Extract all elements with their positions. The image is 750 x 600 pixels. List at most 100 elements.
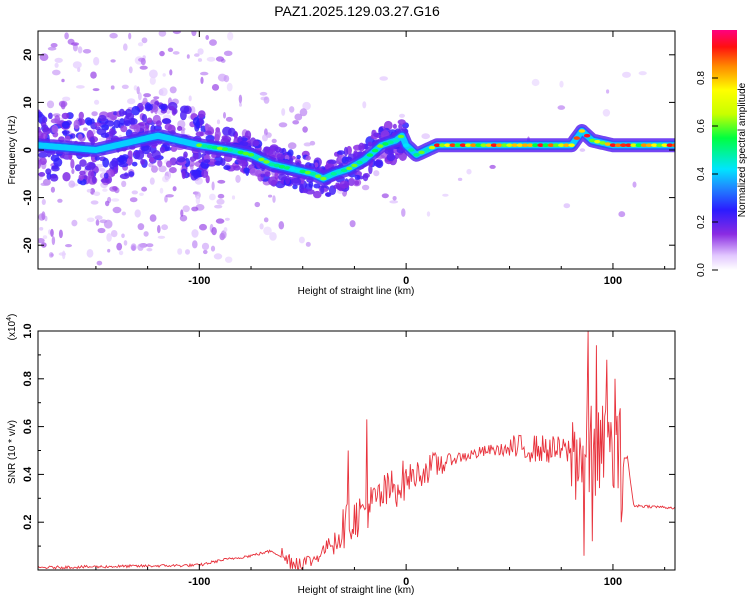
spectrogram-noise-blob	[112, 206, 122, 214]
spectrogram-noise-blob	[223, 112, 226, 119]
spectrogram-band-blob	[223, 165, 231, 171]
spectrogram-noise-blob	[161, 224, 169, 231]
spectrogram-noise-blob	[129, 197, 138, 203]
spectrogram-band-blob	[74, 164, 82, 172]
spectrogram-ridge-peak	[206, 145, 213, 149]
spectrogram-band-blob	[193, 170, 200, 179]
spectrogram-noise-blob	[90, 71, 97, 79]
spectrogram-band-blob	[96, 128, 107, 135]
spectrogram-ridge-peak	[604, 142, 611, 146]
spectrogram-ridge-peak	[356, 160, 363, 165]
spectrogram-noise-blob	[220, 230, 227, 239]
colorbar-gradient	[712, 30, 737, 270]
spectrogram-noise-blob	[263, 217, 269, 223]
spectrogram-band-blob	[264, 171, 271, 177]
spectrogram-noise-blob	[278, 221, 285, 230]
spectrogram-noise-blob	[146, 248, 153, 252]
spectrogram-ridge-peak	[211, 145, 218, 150]
spectrogram-ridge-peak	[558, 143, 565, 147]
spectrogram-noise-blob	[71, 168, 75, 174]
spectrogram-ridge-peak	[449, 143, 456, 147]
spectrogram-noise-blob	[99, 219, 108, 224]
spectrogram-band-blob	[362, 174, 369, 182]
spectrogram-noise-blob	[211, 181, 215, 191]
snr-xlabel: Height of straight line (km)	[298, 585, 415, 596]
spectrogram-band-blob	[38, 111, 43, 118]
spectrogram-ridge-peak	[434, 143, 441, 147]
spectrogram-band-blob	[336, 150, 345, 155]
colorbar-tick-label: 0.6	[696, 119, 707, 133]
snr-multiplier-base: (x10	[7, 320, 18, 340]
spectrogram-noise-blob	[92, 88, 100, 92]
spectrogram-ridge-peak	[273, 163, 281, 168]
spectrogram-band-blob	[45, 168, 52, 175]
spectrogram-band-blob	[127, 150, 133, 160]
spectrogram-noise-blob	[182, 205, 190, 213]
snr-multiplier: (x104)	[6, 314, 18, 341]
spectrogram-ridge-peak	[609, 143, 617, 147]
spectrogram-noise-blob	[110, 230, 118, 238]
spectrogram-band-blob	[118, 108, 125, 117]
spectrogram-noise-blob	[146, 243, 154, 248]
chart-title: PAZ1.2025.129.03.27.G16	[274, 3, 440, 19]
spectrogram-noise-blob	[133, 85, 138, 91]
spectrogram-band-blob	[146, 103, 153, 111]
spectrogram-noise-blob	[149, 69, 158, 79]
spectrogram-noise-blob	[579, 148, 586, 152]
spectrogram-ridge-peak	[465, 143, 472, 147]
spectrogram-noise-blob	[191, 206, 199, 212]
spectrogram-noise-blob	[299, 108, 308, 117]
spectrogram-band-blob	[195, 119, 200, 129]
spectrogram-ridge-peak	[315, 174, 322, 178]
spectrogram-ridge-peak	[439, 143, 446, 147]
spectrogram-noise-blob	[303, 142, 312, 147]
snr-multiplier-close: )	[7, 314, 18, 317]
spectrogram-band-blob	[291, 177, 302, 186]
spectrogram-band-blob	[148, 157, 155, 163]
spectrogram-noise-blob	[181, 128, 185, 136]
spectrogram-band-blob	[131, 105, 140, 116]
snr-panel: -100 0 100 0.2 0.4 0.6 0.8 1.0 Height of straig…	[6, 314, 676, 596]
spectrogram-noise-blob	[111, 198, 120, 202]
spectrogram-noise-blob	[136, 86, 140, 95]
spectrogram-noise-blob	[559, 80, 564, 88]
svg-text:(x104): (x104)	[6, 314, 18, 341]
spectrogram-band-blob	[73, 119, 80, 130]
spectrogram-band-blob	[70, 158, 75, 169]
spectrogram-noise-blob	[51, 236, 56, 246]
spectrogram-band-blob	[77, 133, 83, 141]
spectrogram-ridge-peak	[656, 143, 663, 147]
spectrogram-noise-blob	[361, 184, 370, 191]
spectrogram-ridge-peak	[413, 153, 420, 157]
snr-xtick-label: -100	[188, 576, 210, 588]
spectrogram-noise-blob	[40, 182, 48, 186]
spectrogram-noise-blob	[177, 248, 183, 255]
spectrogram-heat-layer	[38, 31, 675, 266]
spectrogram-noise-blob	[226, 82, 233, 92]
spectrogram-band-blob	[111, 157, 119, 168]
spectrogram-band-blob	[252, 140, 260, 147]
spectrogram-band-blob	[243, 167, 250, 174]
spectrogram-noise-blob	[210, 245, 216, 252]
spectrogram-band-blob	[238, 140, 249, 147]
spectrogram-noise-blob	[203, 249, 208, 255]
spectrogram-noise-blob	[289, 106, 295, 113]
colorbar-tick-label: 0.0	[696, 263, 707, 277]
spectrogram-band-blob	[89, 136, 95, 143]
spectrogram-band-blob	[320, 185, 325, 195]
spectrogram-ridge-peak	[501, 143, 508, 147]
spectrogram-ridge-peak	[268, 162, 275, 167]
spectrogram-band-blob	[249, 168, 259, 176]
spectrogram-ridge-peak	[253, 155, 260, 159]
spectrogram-noise-blob	[62, 96, 71, 102]
spectrogram-band-blob	[368, 164, 373, 175]
spectrogram-ridge-peak	[620, 143, 627, 147]
spectrogram-ridge-peak	[361, 157, 368, 162]
spectrogram-noise-blob	[48, 252, 54, 258]
spectrogram-xtick-label: 0	[403, 275, 409, 287]
spectrogram-band-blob	[354, 174, 361, 180]
spectrogram-noise-blob	[362, 101, 367, 109]
spectrogram-noise-blob	[165, 194, 174, 198]
